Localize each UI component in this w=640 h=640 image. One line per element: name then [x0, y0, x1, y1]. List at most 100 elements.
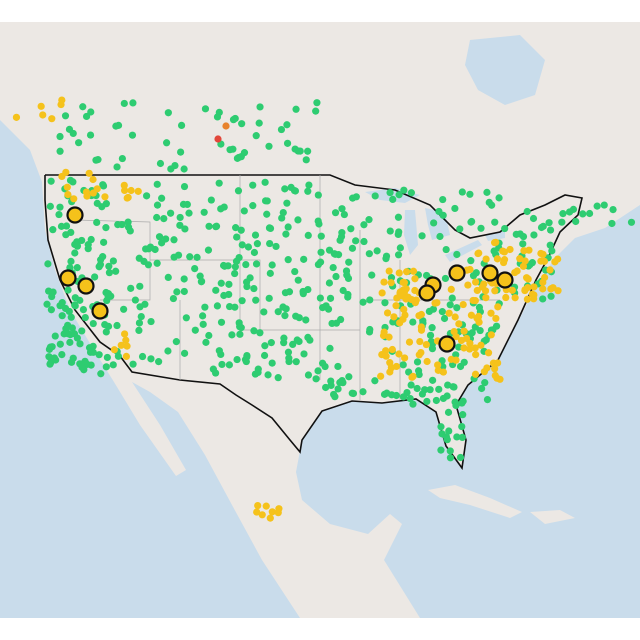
- monitor-marker: [447, 355, 455, 363]
- monitor-marker: [212, 286, 220, 294]
- monitor-marker: [339, 286, 347, 295]
- monitor-marker: [546, 226, 555, 234]
- monitor-marker: [393, 294, 401, 302]
- monitor-marker: [128, 131, 137, 139]
- monitor-marker: [167, 165, 175, 173]
- monitor-marker: [446, 454, 455, 462]
- monitor-marker: [191, 265, 199, 273]
- monitor-marker: [292, 312, 300, 320]
- monitor-marker: [233, 233, 241, 241]
- monitor-marker: [229, 116, 238, 124]
- monitor-marker: [258, 511, 266, 519]
- monitor-marker: [579, 210, 587, 218]
- monitor-marker: [268, 359, 276, 367]
- monitor-marker: [78, 327, 86, 335]
- monitor-marker: [265, 294, 273, 302]
- monitor-marker: [387, 279, 395, 287]
- monitor-marker: [329, 263, 337, 272]
- monitor-marker: [312, 107, 320, 115]
- monitor-marker: [337, 315, 345, 324]
- monitor-marker: [231, 269, 239, 278]
- monitor-marker: [67, 257, 75, 265]
- monitor-marker: [234, 187, 243, 195]
- monitor-marker: [331, 209, 340, 217]
- monitor-marker: [516, 255, 524, 263]
- monitor-marker: [110, 346, 119, 354]
- monitor-marker: [314, 367, 322, 375]
- monitor-marker: [474, 249, 482, 258]
- monitor-marker: [95, 351, 103, 359]
- monitor-marker: [519, 232, 528, 241]
- monitor-marker: [487, 331, 495, 339]
- monitor-marker: [451, 313, 459, 321]
- monitor-marker: [185, 209, 193, 217]
- monitor-marker: [458, 188, 466, 196]
- monitor-marker: [201, 303, 209, 311]
- monitor-marker: [58, 312, 66, 320]
- monitor-marker: [394, 251, 403, 259]
- monitor-marker: [459, 300, 467, 309]
- monitor-marker: [314, 191, 322, 199]
- monitor-marker: [69, 354, 77, 362]
- monitor-marker: [93, 218, 101, 227]
- monitor-marker: [316, 294, 324, 302]
- monitor-marker: [265, 224, 274, 232]
- monitor-marker: [395, 191, 403, 199]
- monitor-marker: [114, 221, 122, 229]
- monitor-marker: [204, 246, 213, 254]
- monitor-marker: [328, 319, 336, 328]
- highlight-marker: [438, 335, 456, 353]
- monitor-marker: [182, 314, 190, 322]
- monitor-marker: [401, 311, 409, 319]
- monitor-marker: [225, 280, 233, 288]
- monitor-marker: [304, 147, 312, 155]
- monitor-marker: [407, 381, 415, 389]
- monitor-marker: [451, 204, 459, 213]
- monitor-marker: [422, 271, 431, 280]
- monitor-marker: [242, 260, 250, 269]
- monitor-marker: [68, 324, 76, 332]
- monitor-marker: [304, 333, 312, 342]
- monitor-marker: [214, 135, 222, 143]
- monitor-marker: [207, 196, 215, 204]
- monitor-marker: [266, 269, 274, 277]
- monitor-marker: [256, 329, 264, 337]
- monitor-marker: [102, 200, 110, 208]
- monitor-marker: [220, 203, 228, 211]
- monitor-marker: [201, 105, 210, 113]
- monitor-marker: [476, 326, 484, 335]
- monitor-marker: [302, 156, 310, 164]
- monitor-marker: [360, 221, 368, 229]
- monitor-marker: [499, 258, 508, 267]
- monitor-marker: [343, 271, 351, 279]
- monitor-marker: [283, 121, 291, 129]
- monitor-marker: [413, 358, 422, 366]
- monitor-marker: [104, 292, 112, 300]
- monitor-marker: [174, 251, 183, 259]
- monitor-marker: [456, 225, 464, 233]
- monitor-marker: [282, 230, 290, 238]
- monitor-marker: [129, 360, 137, 368]
- monitor-marker: [345, 258, 353, 266]
- monitor-marker: [120, 305, 128, 313]
- monitor-marker: [449, 383, 457, 391]
- monitor-marker: [385, 333, 393, 341]
- monitor-marker: [47, 306, 55, 314]
- monitor-marker: [290, 186, 299, 195]
- monitor-marker: [67, 228, 75, 236]
- monitor-marker: [180, 165, 188, 173]
- monitor-marker: [399, 361, 407, 369]
- monitor-marker: [199, 320, 207, 328]
- monitor-marker: [261, 342, 269, 350]
- monitor-marker: [158, 194, 166, 202]
- monitor-marker: [457, 336, 466, 345]
- highlight-marker: [59, 269, 77, 287]
- monitor-marker: [429, 305, 438, 313]
- monitor-marker: [275, 505, 283, 513]
- monitor-marker: [481, 287, 490, 295]
- monitor-marker: [396, 244, 404, 252]
- highlight-marker: [418, 284, 436, 302]
- monitor-marker: [406, 394, 414, 403]
- monitor-marker: [422, 340, 430, 349]
- monitor-marker: [109, 361, 117, 369]
